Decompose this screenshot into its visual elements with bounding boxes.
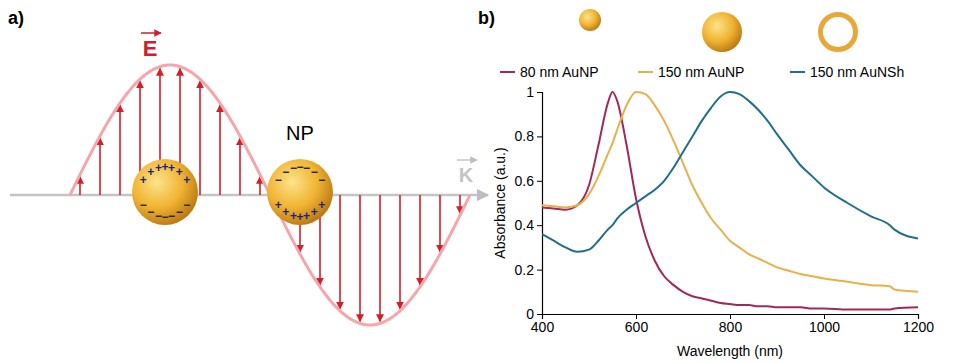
charge: + [318,198,325,212]
y-tick: 0.2 [515,262,542,278]
y-tick-label: 0 [526,306,534,322]
x-tick: 1000 [809,314,840,335]
propagation-axis [10,194,488,197]
y-axis-title: Absorbance (a.u.) [492,147,508,258]
x-tick-label: 600 [625,319,649,335]
charge: + [168,161,175,175]
nanoparticle [132,159,198,225]
panel-a: a)+−+−+−+−+−+−+−−+−+−+−+−+−+−+ENPK [8,8,488,325]
series-line [542,92,918,292]
wave-vector-arrow [457,159,477,161]
y-tick: 1 [526,84,542,100]
y-tick-label: 0.6 [515,173,535,189]
legend: 80 nm AuNP 150 nm AuNP 150 nm AuNSh [500,9,904,80]
field-label: E [143,36,158,61]
field-arrow [259,177,261,195]
particle-label: NP [286,122,314,144]
charge: − [183,198,190,212]
charge: − [275,173,282,187]
legend-swatch [500,71,515,73]
x-tick-label: 1200 [903,319,934,335]
field-arrow [99,138,101,195]
field-arrow [339,195,341,309]
legend-swatch [638,71,653,73]
y-tick-label: 0.2 [515,262,535,278]
x-tick-label: 400 [531,319,555,335]
panel-b: b) 400 600 800 1000 1200 0 0.2 0.4 0.6 0.8 1 Absorba… [478,8,934,359]
y-tick-mark [537,181,542,182]
field-arrow [399,195,401,309]
y-tick-label: 1 [526,84,534,100]
field-vector-arrow [141,32,161,34]
figure: a)+−+−+−+−+−+−+−−+−+−+−+−+−+−+ENPKb)4006… [0,0,956,363]
y-tick-label: 0.4 [515,217,535,233]
y-tick-mark [537,92,542,93]
charge: − [282,165,289,179]
field-arrow [219,105,221,195]
field-arrow [239,138,241,195]
x-tick-label: 1000 [809,319,840,335]
x-axis-title: Wavelength (nm) [677,343,783,359]
field-arrow [419,195,421,285]
charge: + [183,173,190,187]
field-arrow [379,195,381,321]
charge: − [147,205,154,219]
charge: + [140,173,147,187]
charge: − [176,205,183,219]
x-tick: 400 [531,314,555,335]
legend-label: 150 nm AuNSh [810,64,904,80]
legend-label: 150 nm AuNP [658,64,744,80]
y-tick: 0 [526,306,542,322]
charge: − [311,165,318,179]
y-tick: 0.8 [515,128,542,144]
legend-swatch [790,71,805,73]
charge: + [176,165,183,179]
y-axis-line [537,93,543,315]
charge: − [318,173,325,187]
field-arrow [199,81,201,195]
charge: + [147,165,154,179]
x-tick: 800 [719,314,743,335]
series-line [542,92,918,252]
y-tick-mark [537,270,542,271]
x-tick: 1200 [903,314,934,335]
charge: + [275,198,282,212]
wave-vector-label: K [459,164,474,186]
y-tick: 0.6 [515,173,542,189]
y-tick-mark [537,314,542,315]
series-line [542,92,918,310]
charge: − [168,209,175,223]
nanoparticle [267,159,333,225]
y-tick-mark [537,136,542,137]
x-axis: 400 600 800 1000 1200 [531,314,934,335]
legend-icon [821,15,856,50]
field-arrow [459,195,461,213]
legend-icon [579,9,601,31]
y-tick: 0.4 [515,217,542,233]
panel-label: b) [478,8,495,28]
field-arrow [439,195,441,252]
charge: − [303,161,310,175]
x-tick-label: 800 [719,319,743,335]
field-arrow [359,195,361,321]
legend-icon [702,12,742,52]
charge: − [140,198,147,212]
wave-curve [70,65,470,325]
field-arrow [79,177,81,195]
charge: + [282,205,289,219]
y-axis: 0 0.2 0.4 0.6 0.8 1 [515,84,543,322]
x-tick: 600 [625,314,649,335]
plot-lines [542,92,918,310]
legend-label: 80 nm AuNP [520,64,599,80]
y-tick-mark [537,225,542,226]
field-arrow [119,105,121,195]
y-tick-label: 0.8 [515,128,535,144]
charge: + [303,209,310,223]
charge: + [311,205,318,219]
panel-label: a) [8,8,24,28]
